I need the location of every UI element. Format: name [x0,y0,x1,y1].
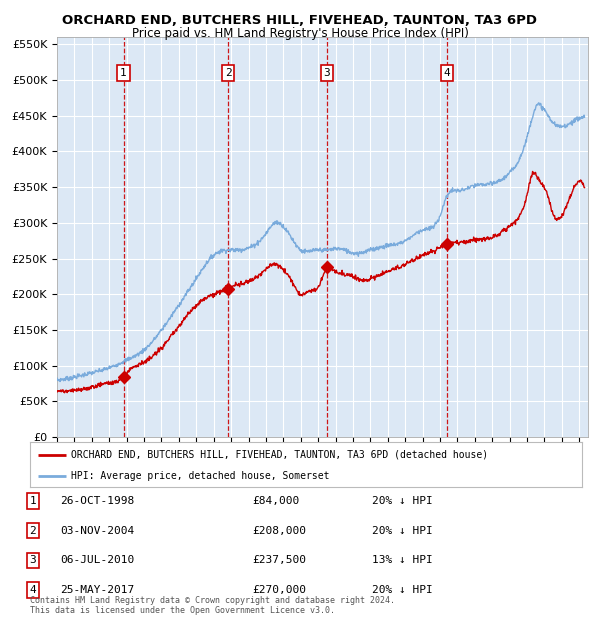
Text: 03-NOV-2004: 03-NOV-2004 [60,526,134,536]
Text: £84,000: £84,000 [252,496,299,506]
Text: 1: 1 [29,496,37,506]
Text: 06-JUL-2010: 06-JUL-2010 [60,556,134,565]
Text: 3: 3 [29,556,37,565]
Text: 20% ↓ HPI: 20% ↓ HPI [372,496,433,506]
Text: 3: 3 [323,68,331,78]
Text: 2: 2 [225,68,232,78]
Text: 20% ↓ HPI: 20% ↓ HPI [372,526,433,536]
Text: HPI: Average price, detached house, Somerset: HPI: Average price, detached house, Some… [71,471,330,480]
Text: 26-OCT-1998: 26-OCT-1998 [60,496,134,506]
Text: £270,000: £270,000 [252,585,306,595]
Text: Price paid vs. HM Land Registry's House Price Index (HPI): Price paid vs. HM Land Registry's House … [131,27,469,40]
Text: 20% ↓ HPI: 20% ↓ HPI [372,585,433,595]
Text: Contains HM Land Registry data © Crown copyright and database right 2024.
This d: Contains HM Land Registry data © Crown c… [30,596,395,615]
Text: £237,500: £237,500 [252,556,306,565]
Text: ORCHARD END, BUTCHERS HILL, FIVEHEAD, TAUNTON, TA3 6PD (detached house): ORCHARD END, BUTCHERS HILL, FIVEHEAD, TA… [71,450,488,459]
Text: 4: 4 [443,68,450,78]
Text: 4: 4 [29,585,37,595]
Text: £208,000: £208,000 [252,526,306,536]
Text: 1: 1 [120,68,127,78]
Text: 2: 2 [29,526,37,536]
Text: ORCHARD END, BUTCHERS HILL, FIVEHEAD, TAUNTON, TA3 6PD: ORCHARD END, BUTCHERS HILL, FIVEHEAD, TA… [62,14,538,27]
Text: 25-MAY-2017: 25-MAY-2017 [60,585,134,595]
Text: 13% ↓ HPI: 13% ↓ HPI [372,556,433,565]
